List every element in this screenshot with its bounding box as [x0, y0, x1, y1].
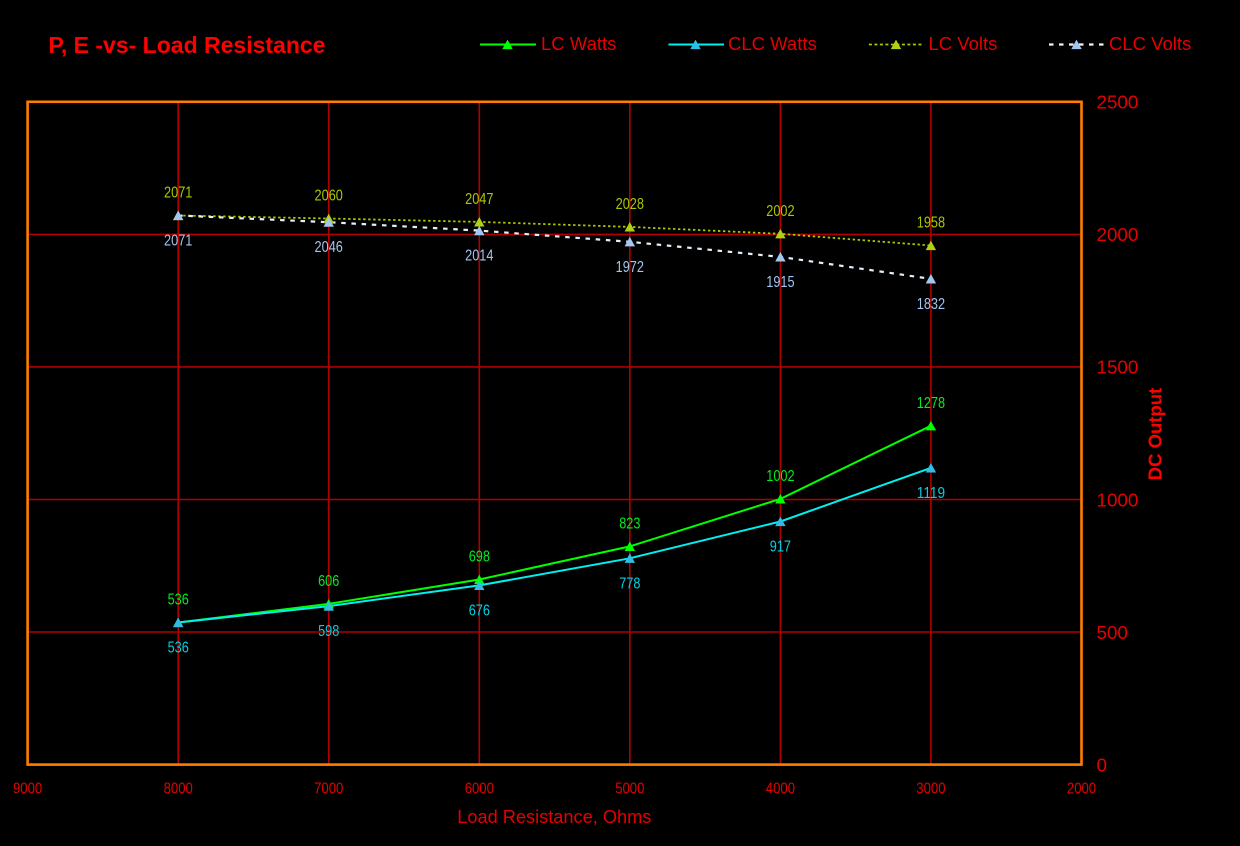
svg-text:536: 536: [168, 640, 189, 657]
svg-text:1500: 1500: [1097, 357, 1139, 378]
svg-text:2071: 2071: [164, 185, 192, 202]
svg-text:1000: 1000: [1097, 489, 1139, 510]
svg-text:2000: 2000: [1067, 780, 1096, 797]
svg-text:917: 917: [770, 539, 791, 556]
svg-text:0: 0: [1097, 754, 1107, 775]
svg-text:1958: 1958: [917, 215, 945, 232]
svg-text:1915: 1915: [766, 274, 794, 291]
svg-text:DC Output: DC Output: [1145, 388, 1166, 480]
svg-text:2028: 2028: [616, 196, 644, 213]
svg-text:1278: 1278: [917, 395, 945, 412]
svg-text:4000: 4000: [766, 780, 795, 797]
svg-text:1832: 1832: [917, 296, 945, 313]
svg-text:676: 676: [469, 602, 490, 619]
svg-text:2046: 2046: [315, 239, 343, 256]
svg-text:1002: 1002: [766, 468, 794, 485]
svg-text:LC Watts: LC Watts: [541, 33, 616, 54]
svg-text:1972: 1972: [616, 259, 644, 276]
svg-text:LC Volts: LC Volts: [929, 33, 998, 54]
svg-text:CLC Volts: CLC Volts: [1109, 33, 1191, 54]
svg-text:9000: 9000: [13, 780, 42, 797]
svg-text:CLC Watts: CLC Watts: [728, 33, 817, 54]
svg-text:Load Resistance, Ohms: Load Resistance, Ohms: [457, 807, 651, 827]
svg-text:698: 698: [469, 549, 490, 566]
svg-text:606: 606: [318, 573, 339, 590]
svg-text:3000: 3000: [916, 780, 945, 797]
svg-text:778: 778: [619, 575, 640, 592]
svg-text:2500: 2500: [1097, 92, 1139, 113]
svg-text:2071: 2071: [164, 233, 192, 250]
svg-text:598: 598: [318, 623, 339, 640]
svg-text:536: 536: [168, 592, 189, 609]
svg-text:P, E -vs- Load Resistance: P, E -vs- Load Resistance: [49, 32, 326, 58]
svg-text:2002: 2002: [766, 203, 794, 220]
svg-text:2060: 2060: [315, 188, 344, 205]
svg-text:500: 500: [1097, 622, 1128, 643]
svg-text:2000: 2000: [1097, 224, 1139, 245]
svg-text:2047: 2047: [465, 191, 493, 208]
svg-text:5000: 5000: [615, 780, 644, 797]
svg-text:6000: 6000: [465, 780, 494, 797]
svg-text:1119: 1119: [917, 485, 945, 502]
svg-text:823: 823: [619, 515, 640, 532]
svg-text:8000: 8000: [164, 780, 193, 797]
svg-text:2014: 2014: [465, 248, 494, 265]
svg-text:7000: 7000: [314, 780, 343, 797]
